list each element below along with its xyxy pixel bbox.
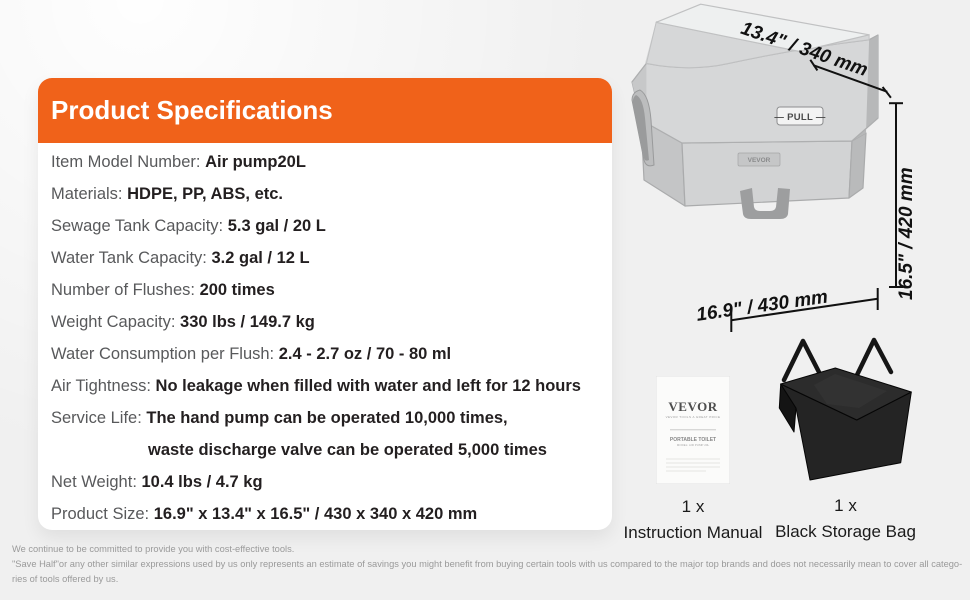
svg-text:VEVOR TOOLS A GREAT PRICE: VEVOR TOOLS A GREAT PRICE [666, 415, 721, 419]
svg-text:VEVOR: VEVOR [668, 399, 717, 414]
svg-text:MODEL: AIR PUMP 20L: MODEL: AIR PUMP 20L [677, 443, 710, 447]
